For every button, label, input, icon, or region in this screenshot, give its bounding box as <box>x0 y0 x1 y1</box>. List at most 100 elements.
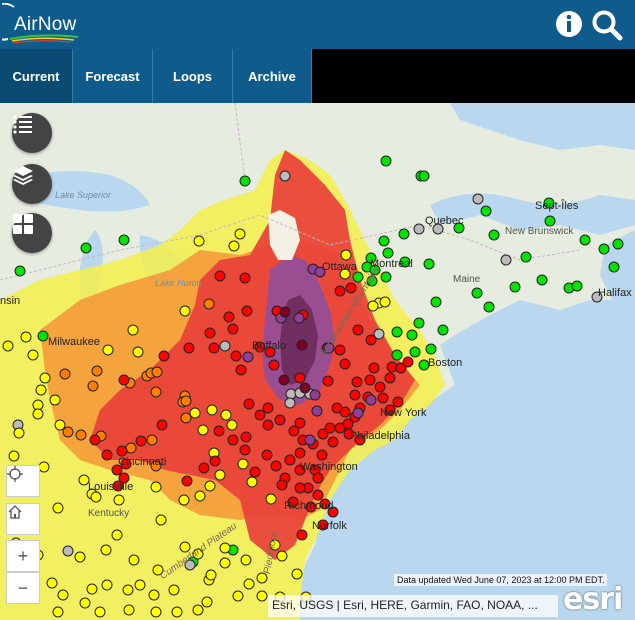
monitor-marker[interactable] <box>111 464 123 476</box>
monitor-marker[interactable] <box>368 362 380 374</box>
monitor-marker[interactable] <box>125 442 137 454</box>
monitor-marker[interactable] <box>324 422 336 434</box>
monitor-marker[interactable] <box>52 502 64 514</box>
monitor-marker[interactable] <box>87 380 99 392</box>
monitor-marker[interactable] <box>288 425 300 437</box>
monitor-marker[interactable] <box>373 328 385 340</box>
monitor-marker[interactable] <box>352 407 364 419</box>
monitor-marker[interactable] <box>32 408 44 420</box>
monitor-marker[interactable] <box>203 298 215 310</box>
monitor-marker[interactable] <box>90 491 102 503</box>
monitor-marker[interactable] <box>198 462 210 474</box>
monitor-marker[interactable] <box>391 349 403 361</box>
monitor-marker[interactable] <box>270 460 282 472</box>
basemap-button[interactable] <box>12 164 52 204</box>
monitor-marker[interactable] <box>205 569 217 581</box>
monitor-marker[interactable] <box>365 252 377 264</box>
monitor-marker[interactable] <box>54 419 66 431</box>
monitor-marker[interactable] <box>391 326 403 338</box>
monitor-marker[interactable] <box>334 285 346 297</box>
monitor-marker[interactable] <box>78 474 90 486</box>
monitor-marker[interactable] <box>509 281 521 293</box>
monitor-marker[interactable] <box>232 590 244 602</box>
monitor-marker[interactable] <box>227 323 239 335</box>
monitor-marker[interactable] <box>59 368 71 380</box>
monitor-marker[interactable] <box>158 350 170 362</box>
widgets-button[interactable] <box>12 213 52 253</box>
monitor-marker[interactable] <box>227 434 239 446</box>
monitor-marker[interactable] <box>453 222 465 234</box>
monitor-marker[interactable] <box>377 392 389 404</box>
monitor-marker[interactable] <box>351 376 363 388</box>
monitor-marker[interactable] <box>384 404 396 416</box>
monitor-marker[interactable] <box>156 419 168 431</box>
monitor-marker[interactable] <box>591 291 603 303</box>
monitor-marker[interactable] <box>312 489 324 501</box>
monitor-marker[interactable] <box>327 436 339 448</box>
monitor-marker[interactable] <box>235 364 247 376</box>
monitor-marker[interactable] <box>192 548 204 560</box>
monitor-marker[interactable] <box>239 175 251 187</box>
monitor-marker[interactable] <box>189 407 201 419</box>
monitor-marker[interactable] <box>278 374 290 386</box>
monitor-marker[interactable] <box>150 481 162 493</box>
monitor-marker[interactable] <box>239 272 251 284</box>
monitor-marker[interactable] <box>339 268 351 280</box>
monitor-marker[interactable] <box>101 579 113 591</box>
monitor-marker[interactable] <box>237 458 249 470</box>
monitor-marker[interactable] <box>432 223 444 235</box>
monitor-marker[interactable] <box>265 493 277 505</box>
monitor-marker[interactable] <box>480 205 492 217</box>
monitor-marker[interactable] <box>294 417 306 429</box>
monitor-marker[interactable] <box>116 445 128 457</box>
monitor-marker[interactable] <box>413 223 425 235</box>
monitor-marker[interactable] <box>269 539 281 551</box>
monitor-marker[interactable] <box>152 564 164 576</box>
monitor-marker[interactable] <box>399 256 411 268</box>
search-icon[interactable] <box>590 8 623 41</box>
monitor-marker[interactable] <box>384 372 396 384</box>
monitor-marker[interactable] <box>213 425 225 437</box>
monitor-marker[interactable] <box>598 243 610 255</box>
monitor-marker[interactable] <box>132 346 144 358</box>
monitor-marker[interactable] <box>246 476 258 488</box>
info-icon[interactable] <box>553 8 585 40</box>
monitor-marker[interactable] <box>52 606 64 618</box>
monitor-marker[interactable] <box>423 258 435 270</box>
monitor-marker[interactable] <box>413 317 425 329</box>
monitor-marker[interactable] <box>239 444 251 456</box>
monitor-marker[interactable] <box>536 274 548 286</box>
monitor-marker[interactable] <box>214 469 226 481</box>
zoom-out-button[interactable]: − <box>6 572 40 604</box>
monitor-marker[interactable] <box>240 554 252 566</box>
monitor-marker[interactable] <box>274 414 286 426</box>
monitor-marker[interactable] <box>62 426 74 438</box>
locate-button[interactable] <box>6 465 40 497</box>
monitor-marker[interactable] <box>352 271 364 283</box>
monitor-marker[interactable] <box>57 589 69 601</box>
aqi-map[interactable]: Sept-Îles Lake Superior Ottawa Montreal … <box>0 103 635 620</box>
monitor-marker[interactable] <box>379 296 391 308</box>
monitor-marker[interactable] <box>365 394 377 406</box>
monitor-marker[interactable] <box>312 472 324 484</box>
monitor-marker[interactable] <box>345 282 357 294</box>
monitor-marker[interactable] <box>226 419 238 431</box>
monitor-marker[interactable] <box>123 604 135 616</box>
monitor-marker[interactable] <box>181 475 193 487</box>
monitor-marker[interactable] <box>402 356 414 368</box>
monitor-marker[interactable] <box>2 340 14 352</box>
monitor-marker[interactable] <box>314 266 326 278</box>
monitor-marker[interactable] <box>398 228 410 240</box>
monitor-marker[interactable] <box>309 389 321 401</box>
monitor-marker[interactable] <box>209 455 221 467</box>
monitor-marker[interactable] <box>311 405 323 417</box>
monitor-marker[interactable] <box>27 349 39 361</box>
tab-loops[interactable]: Loops <box>153 49 233 103</box>
monitor-marker[interactable] <box>261 449 273 461</box>
monitor-marker[interactable] <box>240 431 252 443</box>
monitor-marker[interactable] <box>296 339 308 351</box>
monitor-marker[interactable] <box>291 568 303 580</box>
monitor-markers[interactable] <box>2 155 624 618</box>
monitor-marker[interactable] <box>418 359 430 371</box>
monitor-marker[interactable] <box>234 228 246 240</box>
